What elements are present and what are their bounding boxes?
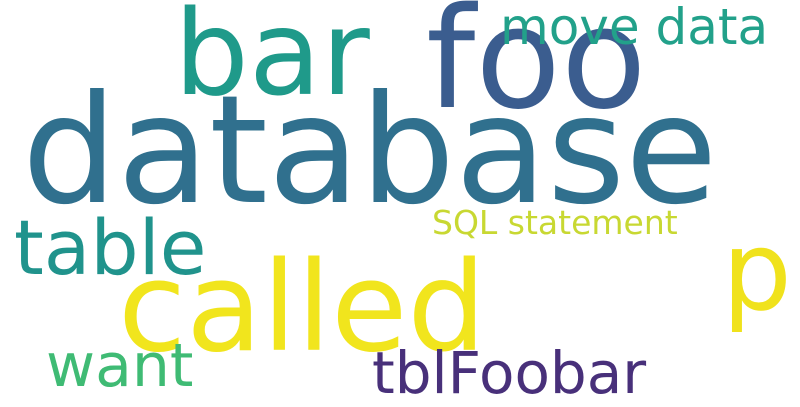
word-sql-statement: SQL statement (432, 206, 678, 239)
word-table: table (14, 210, 207, 286)
word-bar: bar (174, 0, 370, 112)
word-p: p (722, 216, 792, 326)
word-move-data: move data (500, 2, 768, 52)
word-tblfoobar: tblFoobar (372, 344, 646, 402)
word-want: want (46, 336, 193, 396)
